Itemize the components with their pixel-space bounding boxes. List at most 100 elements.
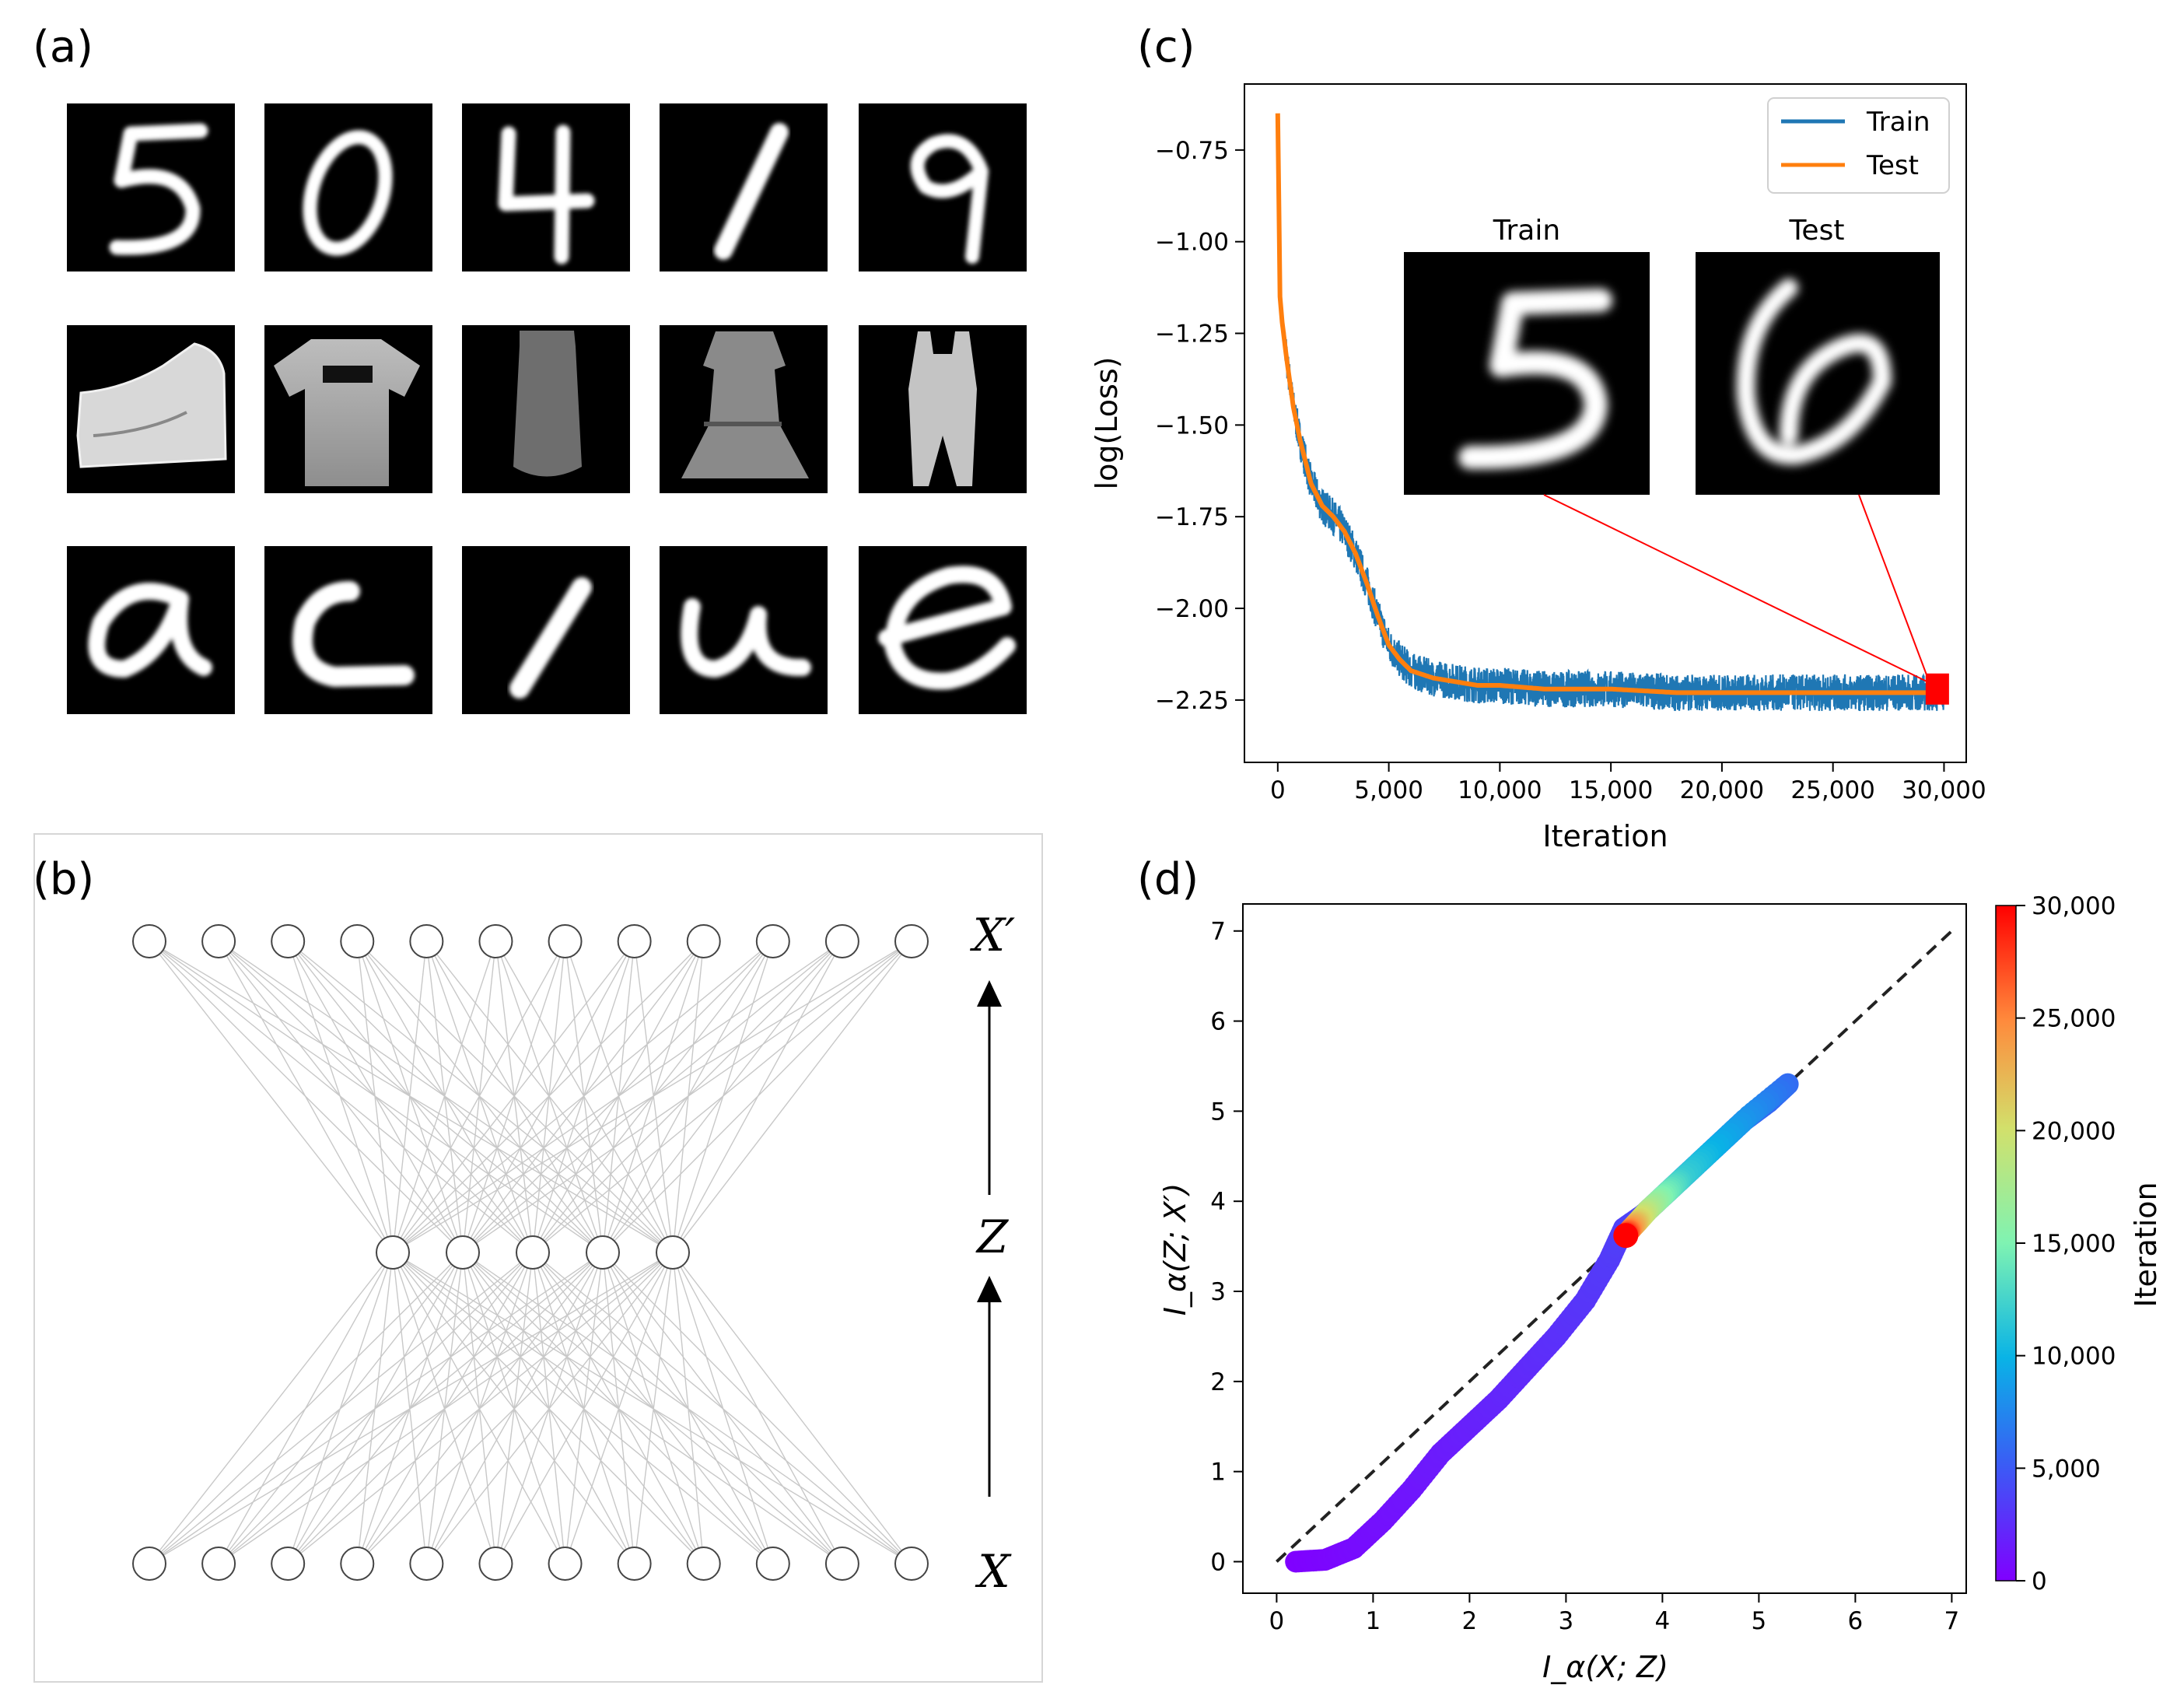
label-x: X <box>975 1545 1012 1598</box>
panel-label-b: (b) <box>33 854 95 905</box>
colorbar-tick-label: 20,000 <box>2032 1117 2116 1145</box>
network-edge <box>149 1252 604 1564</box>
input-node <box>201 1547 236 1581</box>
latent-node <box>446 1235 480 1270</box>
input-node <box>132 1547 166 1581</box>
output-node <box>340 924 375 958</box>
output-node <box>271 924 306 958</box>
panel-label-c: (c) <box>1137 22 1195 72</box>
emnist-letter-u <box>660 546 828 714</box>
y-tick-label: −1.75 <box>1155 503 1229 531</box>
output-node <box>824 924 859 958</box>
legend-label-train: Train <box>1866 107 1930 138</box>
panel-d-xlabel-text: I_α(X; Z) <box>1542 1650 1668 1684</box>
panel-d-information-plane: 0 1 2 3 4 5 6 7 0 1 2 3 4 5 6 7 I_α(X; Z) I_α(Z; X′) 0 5… <box>1158 892 2163 1684</box>
y-tick-label: −2.25 <box>1155 687 1229 715</box>
fashion-boot <box>67 325 235 493</box>
input-node <box>340 1547 375 1581</box>
latent-node <box>586 1235 620 1270</box>
panel-b-frame <box>33 833 1043 1683</box>
fashion-top-2 <box>859 325 1027 493</box>
mnist-digit-0 <box>264 103 432 271</box>
x-tick-label: 4 <box>1655 1607 1671 1635</box>
fashion-top <box>462 325 630 493</box>
x-tick-label: 10,000 <box>1458 776 1542 804</box>
y-tick-label: −1.00 <box>1155 229 1229 257</box>
network-edge <box>356 941 394 1253</box>
input-node <box>478 1547 513 1581</box>
network-edge <box>495 1252 674 1564</box>
panel-c-legend: Train Test <box>1767 97 1950 194</box>
network-edge <box>672 941 912 1253</box>
arrow-z-to-xprime <box>977 980 1002 1195</box>
network-edge <box>392 941 566 1253</box>
colorbar-ticks: 0 5,000 10,000 15,000 20,000 25,000 30,000 <box>2016 892 2116 1596</box>
output-node <box>755 924 790 958</box>
x-tick-label: 0 <box>1269 1607 1285 1635</box>
latent-node <box>656 1235 690 1270</box>
network-edge <box>149 1252 464 1564</box>
y-tick-label: −0.75 <box>1155 137 1229 165</box>
output-node <box>201 924 236 958</box>
inset-connector-test <box>1858 494 1930 684</box>
output-node <box>548 924 583 958</box>
output-node <box>409 924 444 958</box>
network-edge <box>392 941 843 1253</box>
network-edge <box>672 1252 843 1564</box>
panel-c-series <box>1275 113 1945 712</box>
information-trajectory <box>1285 1073 1799 1573</box>
mnist-digit-5 <box>67 103 235 271</box>
network-edge <box>149 1252 674 1564</box>
network-edge <box>462 941 912 1253</box>
network-edge <box>672 1252 705 1564</box>
output-node <box>478 924 513 958</box>
output-node <box>686 924 721 958</box>
mnist-digit-9 <box>859 103 1027 271</box>
output-node <box>132 924 166 958</box>
network-edge <box>672 1252 774 1564</box>
emnist-letter-e <box>859 546 1027 714</box>
panel-d-ylabel: I_α(Z; X′) <box>1158 1183 1192 1315</box>
label-z: Z <box>975 1210 1010 1263</box>
colorbar-label: Iteration <box>2129 1182 2163 1307</box>
inset-test-digit-glyph <box>1736 278 1892 465</box>
x-tick-label: 20,000 <box>1680 776 1764 804</box>
network-edge <box>218 1252 674 1564</box>
network-nodes <box>132 924 929 1581</box>
selected-iteration-marker <box>1925 673 1949 705</box>
colorbar-tick-label: 5,000 <box>2032 1455 2101 1483</box>
emnist-letter-a <box>67 546 235 714</box>
network-edge <box>392 941 428 1253</box>
inset-train-title: Train <box>1493 215 1560 247</box>
network-edge <box>602 941 912 1253</box>
y-tick-label: 7 <box>1210 918 1226 946</box>
inset-train-reconstruction: Train <box>1404 215 1650 495</box>
colorbar-tick-label: 10,000 <box>2032 1343 2116 1371</box>
input-node <box>686 1547 721 1581</box>
y-tick-label: 1 <box>1210 1459 1226 1487</box>
colorbar-gradient <box>1995 905 2017 1582</box>
mnist-row <box>67 103 1027 271</box>
iteration-colorbar: 0 5,000 10,000 15,000 20,000 25,000 30,000 Ite… <box>1995 892 2163 1596</box>
input-node <box>824 1547 859 1581</box>
latent-node <box>516 1235 550 1270</box>
emnist-letter-l <box>462 546 630 714</box>
y-tick-label: −1.50 <box>1155 412 1229 440</box>
x-tick-label: 5,000 <box>1354 776 1423 804</box>
fashion-tshirt <box>264 325 432 493</box>
x-tick-label: 2 <box>1462 1607 1478 1635</box>
input-node <box>755 1547 790 1581</box>
network-edges <box>149 941 912 1564</box>
colorbar-tick-label: 30,000 <box>2032 892 2116 920</box>
colorbar-tick-label: 25,000 <box>2032 1005 2116 1033</box>
panel-b-autoencoder-diagram: X′ Z X <box>33 833 1043 1683</box>
network-edge <box>149 1252 394 1564</box>
network-edge <box>287 941 394 1253</box>
x-tick-label: 30,000 <box>1902 776 1986 804</box>
x-tick-label: 7 <box>1944 1607 1960 1635</box>
x-tick-label: 25,000 <box>1790 776 1874 804</box>
y-tick-label: 2 <box>1210 1368 1226 1396</box>
mnist-digit-1 <box>660 103 828 271</box>
fashion-dress <box>660 325 828 493</box>
